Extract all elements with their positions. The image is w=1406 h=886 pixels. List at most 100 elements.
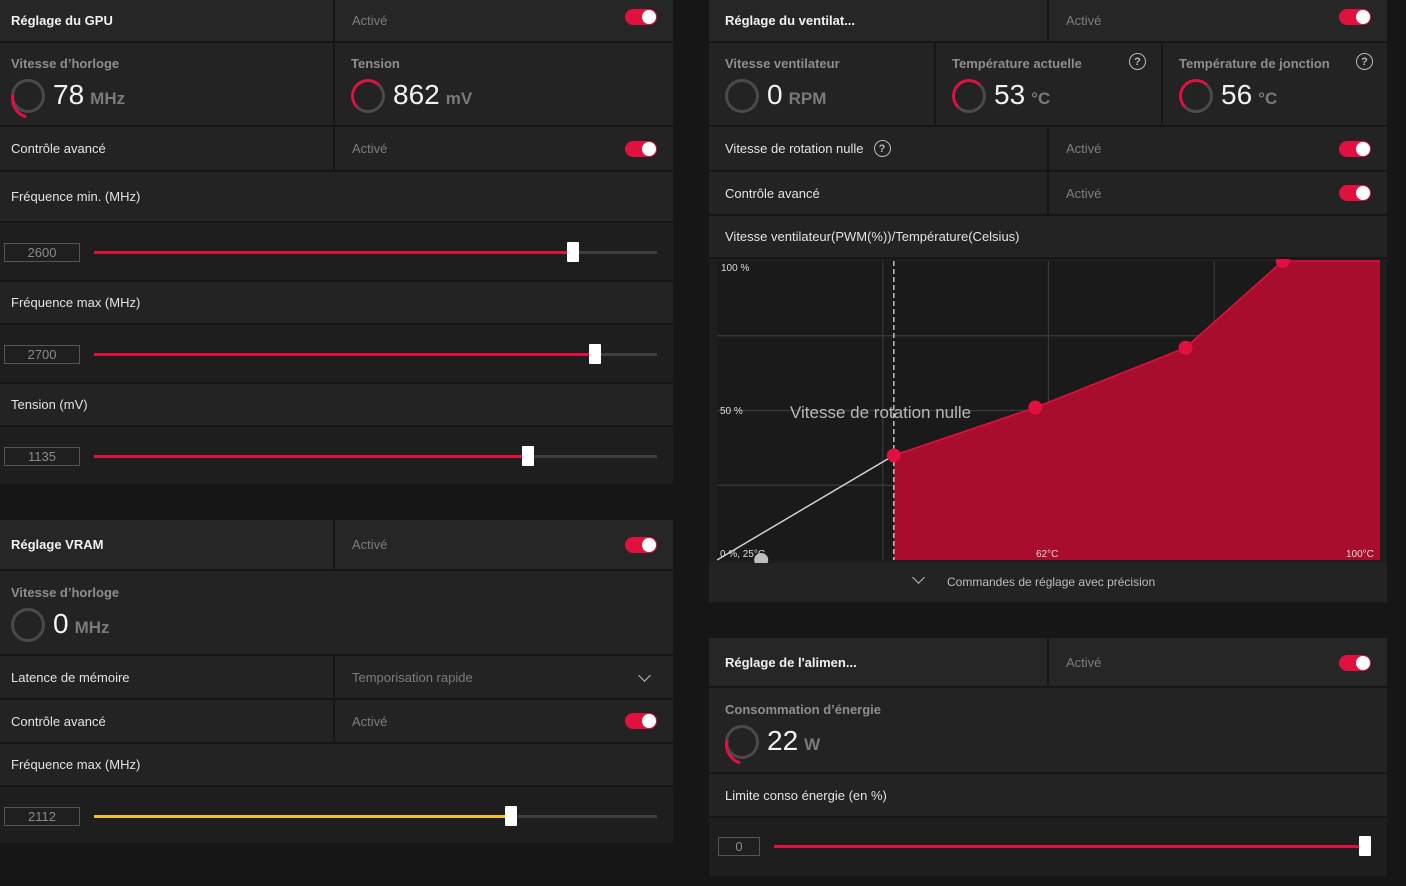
gpu-clock-label: Vitesse d’horloge — [11, 56, 120, 71]
vram-advanced-status: Activé — [352, 713, 388, 729]
fan-zero-rpm-toggle[interactable] — [1339, 141, 1371, 157]
power-gauge-icon — [725, 725, 759, 759]
gpu-voltage-slider-row: 1135 — [0, 427, 673, 484]
power-title: Réglage de l'alimen... — [725, 654, 857, 670]
gpu-fmin-slider-thumb[interactable] — [566, 242, 579, 262]
power-limit-label-row: Limite conso énergie (en %) — [709, 774, 1387, 818]
vram-clock-value: 0 — [53, 608, 69, 639]
gpu-advanced-status-cell: Activé — [333, 127, 673, 170]
power-metric-row: Consommation d’énergie 22 W — [709, 688, 1387, 774]
temp-help-icon[interactable]: ? — [1129, 53, 1146, 70]
vram-latency-value: Temporisation rapide — [352, 669, 473, 685]
gpu-fmax-slider-thumb[interactable] — [589, 344, 602, 364]
curve-point-handle[interactable] — [886, 448, 901, 463]
gpu-fmax-input[interactable]: 2700 — [4, 345, 80, 364]
chevron-down-icon — [912, 571, 925, 584]
gpu-fmax-slider[interactable] — [94, 344, 657, 364]
fan-curve-label-row: Vitesse ventilateur(PWM(%))/Température(… — [709, 216, 1387, 259]
junction-help-icon[interactable]: ? — [1356, 53, 1373, 70]
vram-clock-gauge-icon — [11, 608, 45, 642]
power-limit-slider[interactable] — [774, 836, 1371, 856]
vram-latency-row: Latence de mémoire Temporisation rapide — [0, 656, 673, 700]
power-consumption-unit: W — [804, 735, 821, 754]
fan-curve-chart-area: Vitesse de rotation nulle 100 % 50 % 0 %… — [709, 259, 1387, 563]
gpu-clock-unit: MHz — [90, 89, 126, 108]
zero-rpm-overlay-text: Vitesse de rotation nulle — [790, 403, 971, 422]
vram-clock-unit: MHz — [74, 618, 110, 637]
gpu-clock-gauge-icon — [11, 79, 45, 113]
fan-metrics-row: Vitesse ventilateur 0 RPM Température ac… — [709, 43, 1387, 127]
fan-speed-unit: RPM — [788, 89, 827, 108]
vram-fmax-slider-thumb[interactable] — [504, 806, 517, 826]
power-consumption-reading: 22 W — [725, 725, 820, 759]
fan-curve-chart[interactable]: Vitesse de rotation nulle 100 % 50 % 0 %… — [709, 259, 1387, 563]
curve-point-handle[interactable] — [754, 553, 769, 563]
power-header-row: Réglage de l'alimen... Activé — [709, 638, 1387, 688]
curve-point-handle[interactable] — [1275, 259, 1290, 268]
curve-fill-area — [893, 261, 1380, 560]
power-toggle[interactable] — [1339, 655, 1371, 671]
power-consumption-value: 22 — [767, 725, 799, 756]
vram-clock-label: Vitesse d’horloge — [11, 585, 120, 600]
gpu-voltage-label-row: Tension (mV) — [0, 384, 673, 427]
gpu-fmin-input[interactable]: 2600 — [4, 243, 80, 262]
curve-low-segment — [716, 454, 895, 561]
gpu-fmax-slider-row: 2700 — [0, 325, 673, 384]
gpu-status-cell: Activé — [333, 0, 673, 41]
gpu-voltage-label: Tension — [351, 56, 400, 71]
fan-advanced-status-cell: Activé — [1047, 172, 1387, 214]
vram-fmax-slider-row: 2112 — [0, 787, 673, 843]
vram-fmax-slider[interactable] — [94, 806, 657, 826]
fan-toggle[interactable] — [1339, 9, 1371, 25]
gpu-metrics-row: Vitesse d’horloge 78 MHz Tension 862 mV — [0, 43, 673, 127]
gpu-voltage-metric: Tension 862 mV — [333, 43, 673, 125]
gpu-clock-value: 78 — [53, 79, 85, 110]
gpu-fmin-slider[interactable] — [94, 242, 657, 262]
vram-toggle[interactable] — [625, 537, 657, 553]
fan-zero-rpm-label-cell: Vitesse de rotation nulle ? — [725, 127, 891, 170]
vram-latency-dropdown[interactable]: Temporisation rapide — [333, 656, 673, 698]
fan-junction-label: Température de jonction — [1179, 56, 1330, 71]
gpu-volt-input[interactable]: 1135 — [4, 447, 80, 466]
vram-clock-reading: 0 MHz — [11, 608, 110, 642]
vram-fmax-input[interactable]: 2112 — [4, 807, 80, 826]
y-mid-label: 50 % — [720, 406, 743, 417]
vram-fmax-slider-fill — [94, 815, 511, 818]
vram-status-cell: Activé — [333, 520, 673, 569]
fan-header-row: Réglage du ventilat... Activé — [709, 0, 1387, 43]
fan-temp-value: 53 — [994, 79, 1026, 110]
fine-tuning-label: Commandes de réglage avec précision — [947, 575, 1156, 589]
gpu-title: Réglage du GPU — [11, 13, 113, 28]
curve-point-handle[interactable] — [1028, 400, 1043, 415]
gpu-clock-metric: Vitesse d’horloge 78 MHz — [0, 43, 333, 125]
power-limit-slider-thumb[interactable] — [1359, 836, 1371, 856]
zero-rpm-help-icon[interactable]: ? — [873, 140, 891, 157]
power-status: Activé — [1066, 654, 1102, 670]
fan-advanced-row: Contrôle avancé Activé — [709, 172, 1387, 216]
vram-metric-row: Vitesse d’horloge 0 MHz — [0, 571, 673, 656]
vram-fmax-label: Fréquence max (MHz) — [11, 757, 141, 772]
vram-header-row: Réglage VRAM Activé — [0, 520, 673, 571]
x-max-label: 100°C — [1346, 549, 1374, 560]
fine-tuning-row[interactable]: Commandes de réglage avec précision — [709, 563, 1387, 602]
y-top-label: 100 % — [721, 263, 749, 274]
power-limit-input[interactable]: 0 — [718, 837, 760, 856]
gpu-volt-slider[interactable] — [94, 446, 657, 466]
gpu-toggle[interactable] — [625, 9, 657, 25]
fan-status-cell: Activé — [1047, 0, 1387, 41]
chevron-down-icon — [638, 669, 651, 682]
fan-advanced-toggle[interactable] — [1339, 185, 1371, 201]
vram-fmax-label-row: Fréquence max (MHz) — [0, 744, 673, 787]
fan-junction-gauge-icon — [1179, 79, 1213, 113]
gpu-fmin-label: Fréquence min. (MHz) — [11, 189, 141, 204]
fan-junction-unit: °C — [1258, 89, 1278, 108]
gpu-volt-slider-thumb[interactable] — [521, 446, 534, 466]
curve-point-handle[interactable] — [1178, 340, 1193, 355]
fan-zero-rpm-status-cell: Activé — [1047, 127, 1387, 170]
fan-advanced-status: Activé — [1066, 185, 1102, 201]
vram-advanced-toggle[interactable] — [625, 713, 657, 729]
fan-speed-label: Vitesse ventilateur — [725, 56, 840, 71]
vram-latency-label: Latence de mémoire — [11, 669, 130, 685]
gpu-advanced-toggle[interactable] — [625, 141, 657, 157]
fan-title: Réglage du ventilat... — [725, 13, 856, 28]
